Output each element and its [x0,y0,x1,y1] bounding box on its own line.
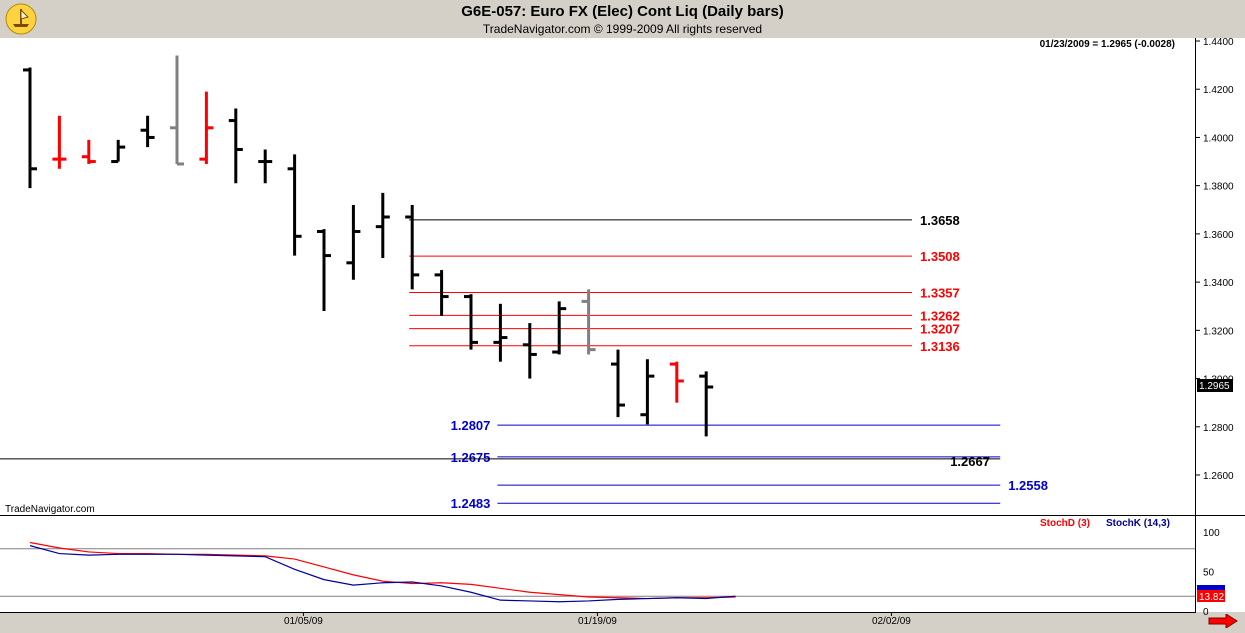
price-panel[interactable] [0,38,1195,515]
trade-navigator-logo-icon [4,2,38,36]
ohlc-bar[interactable] [669,361,684,403]
stoch-badge: 13.82 [1199,592,1224,603]
price-tick-label: 1.4200 [1203,85,1234,96]
ohlc-bar[interactable] [199,91,214,164]
stoch-legend-item: StochK (14,3) [1106,518,1170,529]
stoch-series-line [29,541,736,600]
ohlc-bar[interactable] [522,323,537,379]
level-label: 1.3357 [920,285,960,300]
stoch-d-badge-bg [1197,590,1225,602]
ohlc-bar[interactable] [228,108,243,184]
ohlc-bar[interactable] [346,204,361,280]
price-tick-label: 1.3400 [1203,278,1234,289]
stoch-series-line [29,545,736,603]
chart-copyright: TradeNavigator.com © 1999-2009 All right… [482,22,763,36]
price-tick-label: 1.3200 [1203,326,1234,337]
ohlc-bar[interactable] [170,55,184,166]
level-label: 1.3262 [920,308,960,323]
ohlc-bar[interactable] [317,229,331,312]
stoch-tick-label: 0 [1203,607,1209,618]
level-label: 1.2675 [451,450,491,465]
date-tick-label: 01/05/09 [284,616,323,627]
ohlc-bar[interactable] [405,204,420,290]
ohlc-bar[interactable] [258,149,273,184]
level-label: 1.3207 [920,322,960,337]
level-label: 1.3508 [920,249,960,264]
ohlc-bar[interactable] [111,139,126,164]
stoch-tick-label: 100 [1203,528,1220,539]
ohlc-bar[interactable] [699,371,714,437]
level-label: 1.2667 [950,454,990,469]
watermark: TradeNavigator.com [5,504,95,515]
price-tick-label: 1.3600 [1203,230,1234,241]
ohlc-bar[interactable] [464,294,478,350]
scroll-right-arrow-icon[interactable] [1208,613,1238,633]
level-label: 1.3136 [920,339,960,354]
ohlc-bar[interactable] [493,303,508,362]
info-readout: 01/23/2009 = 1.2965 (-0.0028) [1040,39,1175,50]
date-axis [0,612,1245,631]
level-label: 1.2807 [451,418,491,433]
last-price-badge-bg [1197,379,1233,392]
ohlc-bar[interactable] [581,289,596,355]
ohlc-bar[interactable] [375,192,390,258]
price-tick-label: 1.4400 [1203,37,1234,48]
last-price-badge: 1.2965 [1199,381,1230,392]
stoch-k-badge-bg [1197,585,1225,592]
date-tick-label: 01/19/09 [578,616,617,627]
level-label: 1.3658 [920,213,960,228]
stoch-tick-label: 50 [1203,568,1215,579]
ohlc-bar[interactable] [434,270,449,316]
price-tick-label: 1.2600 [1203,471,1234,482]
price-tick-label: 1.2800 [1203,423,1234,434]
ohlc-bar[interactable] [640,359,655,425]
level-label: 1.2483 [451,496,491,511]
price-tick-label: 1.3800 [1203,182,1234,193]
stoch-legend-item: StochD (3) [1040,518,1090,529]
ohlc-bar[interactable] [23,67,37,189]
price-axis [1196,38,1245,612]
ohlc-bar[interactable] [140,115,155,148]
ohlc-bar[interactable] [287,154,302,256]
chart-header: G6E-057: Euro FX (Elec) Cont Liq (Daily … [0,0,1245,38]
ohlc-bar[interactable] [81,139,96,164]
chart-title: G6E-057: Euro FX (Elec) Cont Liq (Daily … [461,3,784,20]
level-label: 1.2558 [1008,478,1048,493]
ohlc-bar[interactable] [52,115,67,169]
ohlc-bar[interactable] [552,301,567,355]
date-tick-label: 02/02/09 [872,616,911,627]
price-tick-label: 1.4000 [1203,133,1234,144]
ohlc-bar[interactable] [611,349,625,418]
